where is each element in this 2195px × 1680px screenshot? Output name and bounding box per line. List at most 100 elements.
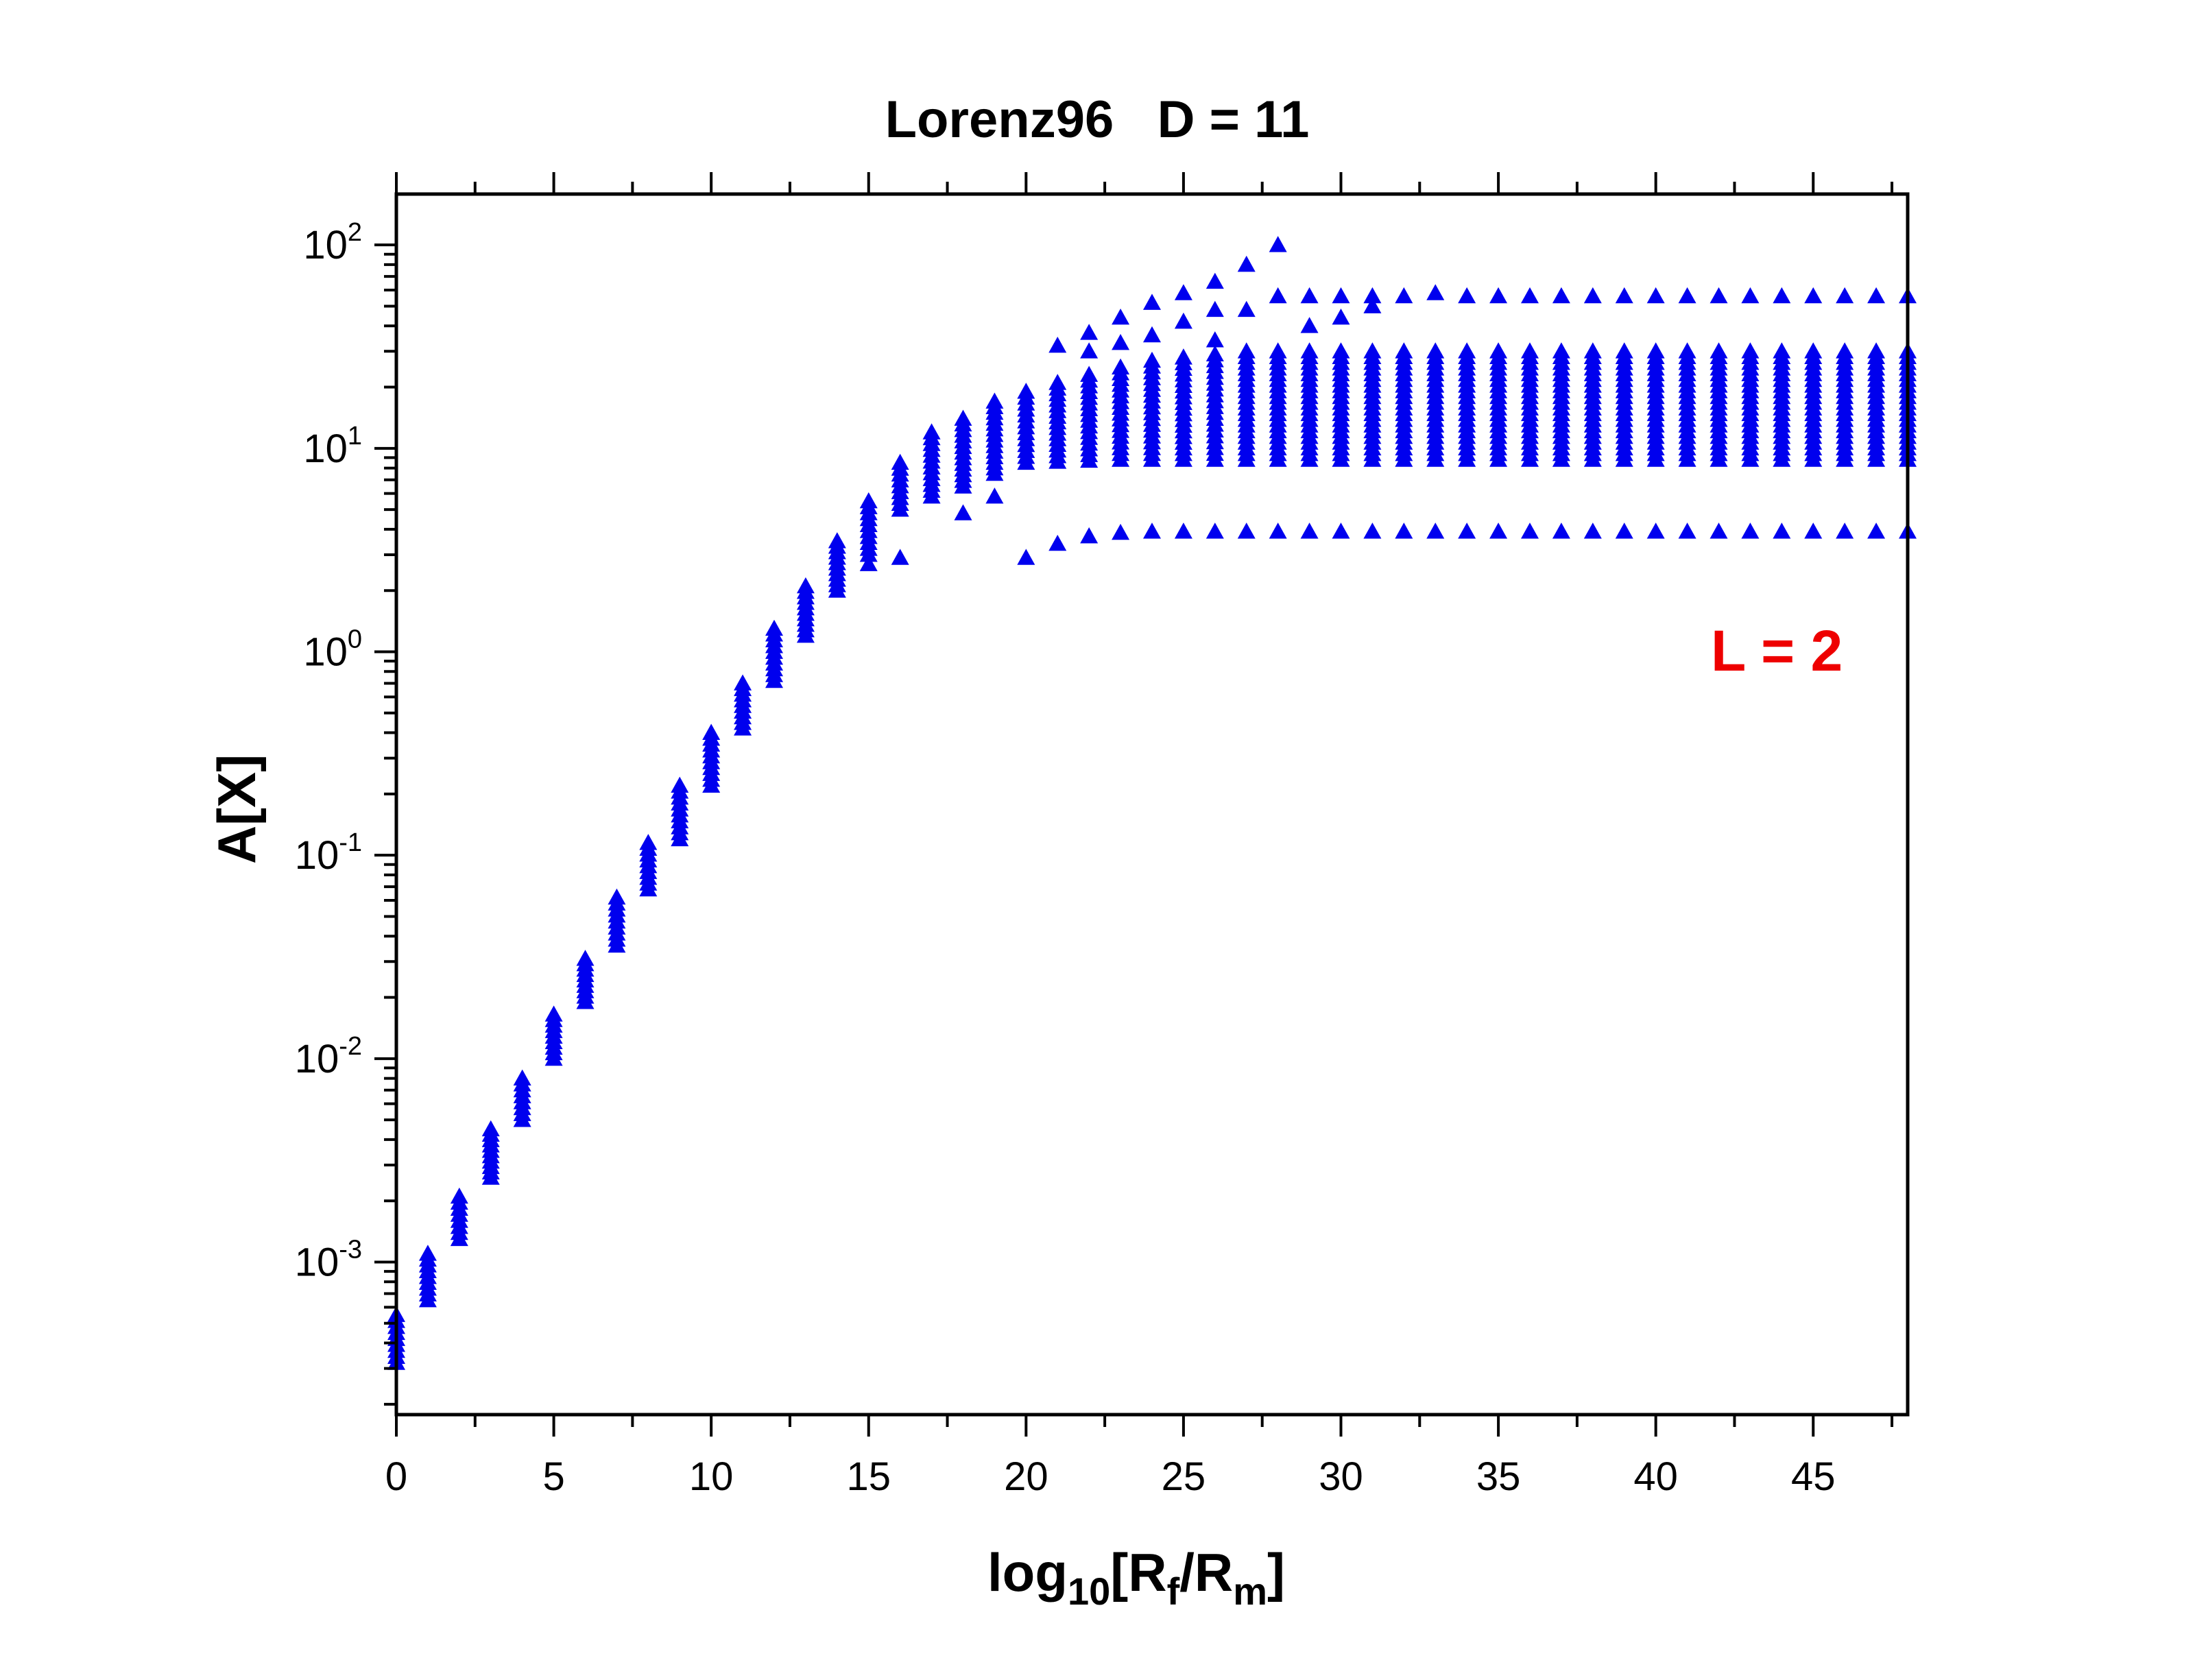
data-point: [1646, 287, 1665, 304]
data-point: [1678, 523, 1696, 539]
data-point: [765, 619, 783, 636]
data-point: [1458, 287, 1476, 304]
data-point: [1017, 383, 1035, 399]
data-point: [1458, 342, 1476, 359]
y-tick-label: 10-2: [295, 1032, 362, 1081]
data-point: [608, 888, 626, 905]
data-point: [1646, 342, 1665, 359]
y-tick-label: 10-1: [295, 828, 362, 878]
data-point: [1489, 342, 1508, 359]
data-point: [954, 504, 972, 520]
data-point: [1426, 342, 1445, 359]
data-point: [1773, 342, 1791, 359]
data-point: [1332, 308, 1350, 325]
data-point: [1521, 287, 1539, 304]
data-point: [1300, 523, 1319, 539]
y-tick-label: 102: [303, 218, 362, 267]
data-point: [1112, 358, 1130, 375]
data-point: [1174, 348, 1192, 365]
data-point: [954, 409, 972, 426]
data-point: [1237, 523, 1256, 539]
data-point: [1300, 287, 1319, 304]
data-point: [891, 453, 909, 470]
data-point: [985, 488, 1004, 504]
data-point: [1615, 342, 1633, 359]
data-point: [1395, 523, 1413, 539]
x-tick-label: 30: [1319, 1454, 1363, 1499]
data-point: [1143, 351, 1161, 368]
y-axis: 10-3 10-2 10-1 100 101 102: [295, 218, 396, 1406]
data-point: [1112, 523, 1130, 540]
data-point: [1836, 342, 1854, 359]
data-point: [1615, 523, 1633, 539]
data-point: [1017, 549, 1035, 565]
x-axis-label: log10[Rf/Rm]: [987, 1542, 1285, 1613]
data-point: [544, 1005, 563, 1022]
data-point: [1143, 293, 1161, 310]
x-tick-label: 35: [1476, 1454, 1521, 1499]
data-point: [1206, 272, 1224, 289]
data-point: [1552, 342, 1570, 359]
data-point: [1237, 342, 1256, 359]
data-point: [1363, 287, 1382, 304]
data-point: [1710, 523, 1728, 539]
data-point: [1080, 527, 1099, 544]
data-point: [1332, 523, 1350, 539]
data-point: [1583, 523, 1602, 539]
data-point: [1804, 342, 1823, 359]
data-point: [1174, 523, 1192, 539]
data-point: [1237, 300, 1256, 317]
data-point: [1143, 326, 1161, 343]
x-tick-label: 45: [1791, 1454, 1836, 1499]
x-tick-label: 5: [542, 1454, 564, 1499]
data-point: [1836, 523, 1854, 539]
data-point: [1300, 317, 1319, 333]
data-point: [1080, 324, 1099, 340]
data-point: [1867, 523, 1886, 539]
data-point: [922, 423, 941, 440]
x-tick-label: 10: [689, 1454, 734, 1499]
data-point: [671, 776, 689, 793]
x-tick-label: 40: [1633, 1454, 1678, 1499]
data-point: [859, 555, 878, 571]
data-point: [639, 834, 658, 850]
data-point: [576, 950, 595, 966]
data-point: [1489, 287, 1508, 304]
data-point: [985, 392, 1004, 409]
data-point: [891, 549, 909, 565]
data-point: [1300, 342, 1319, 359]
data-point: [1552, 287, 1570, 304]
data-point: [1678, 342, 1696, 359]
data-point: [859, 492, 878, 509]
data-point: [450, 1187, 468, 1204]
y-tick-label: 100: [303, 625, 362, 675]
data-point: [1426, 523, 1445, 539]
data-point: [1615, 287, 1633, 304]
data-point: [1710, 287, 1728, 304]
x-tick-label: 20: [1004, 1454, 1048, 1499]
x-tick-label: 15: [846, 1454, 891, 1499]
data-point: [1174, 284, 1192, 300]
data-point: [1363, 342, 1382, 359]
data-point: [1206, 331, 1224, 348]
data-point: [418, 1245, 437, 1261]
x-axis: 0 5 10 15 20 25 30 35 40 45: [385, 172, 1894, 1499]
y-tick-label: 10-3: [295, 1236, 362, 1285]
data-point: [1206, 300, 1224, 317]
plot-frame: [394, 192, 1910, 1417]
data-point: [1363, 523, 1382, 539]
data-point: [1804, 523, 1823, 539]
data-point: [1867, 287, 1886, 304]
data-point: [1332, 287, 1350, 304]
data-point: [1395, 342, 1413, 359]
data-point: [513, 1069, 531, 1085]
data-point: [1710, 342, 1728, 359]
chart-title: Lorenz96 D = 11: [885, 91, 1310, 149]
data-point: [1426, 284, 1445, 300]
data-point: [1112, 308, 1130, 325]
data-point: [1237, 255, 1256, 272]
data-point: [1489, 523, 1508, 539]
data-point: [1521, 523, 1539, 539]
data-point: [1080, 365, 1099, 382]
